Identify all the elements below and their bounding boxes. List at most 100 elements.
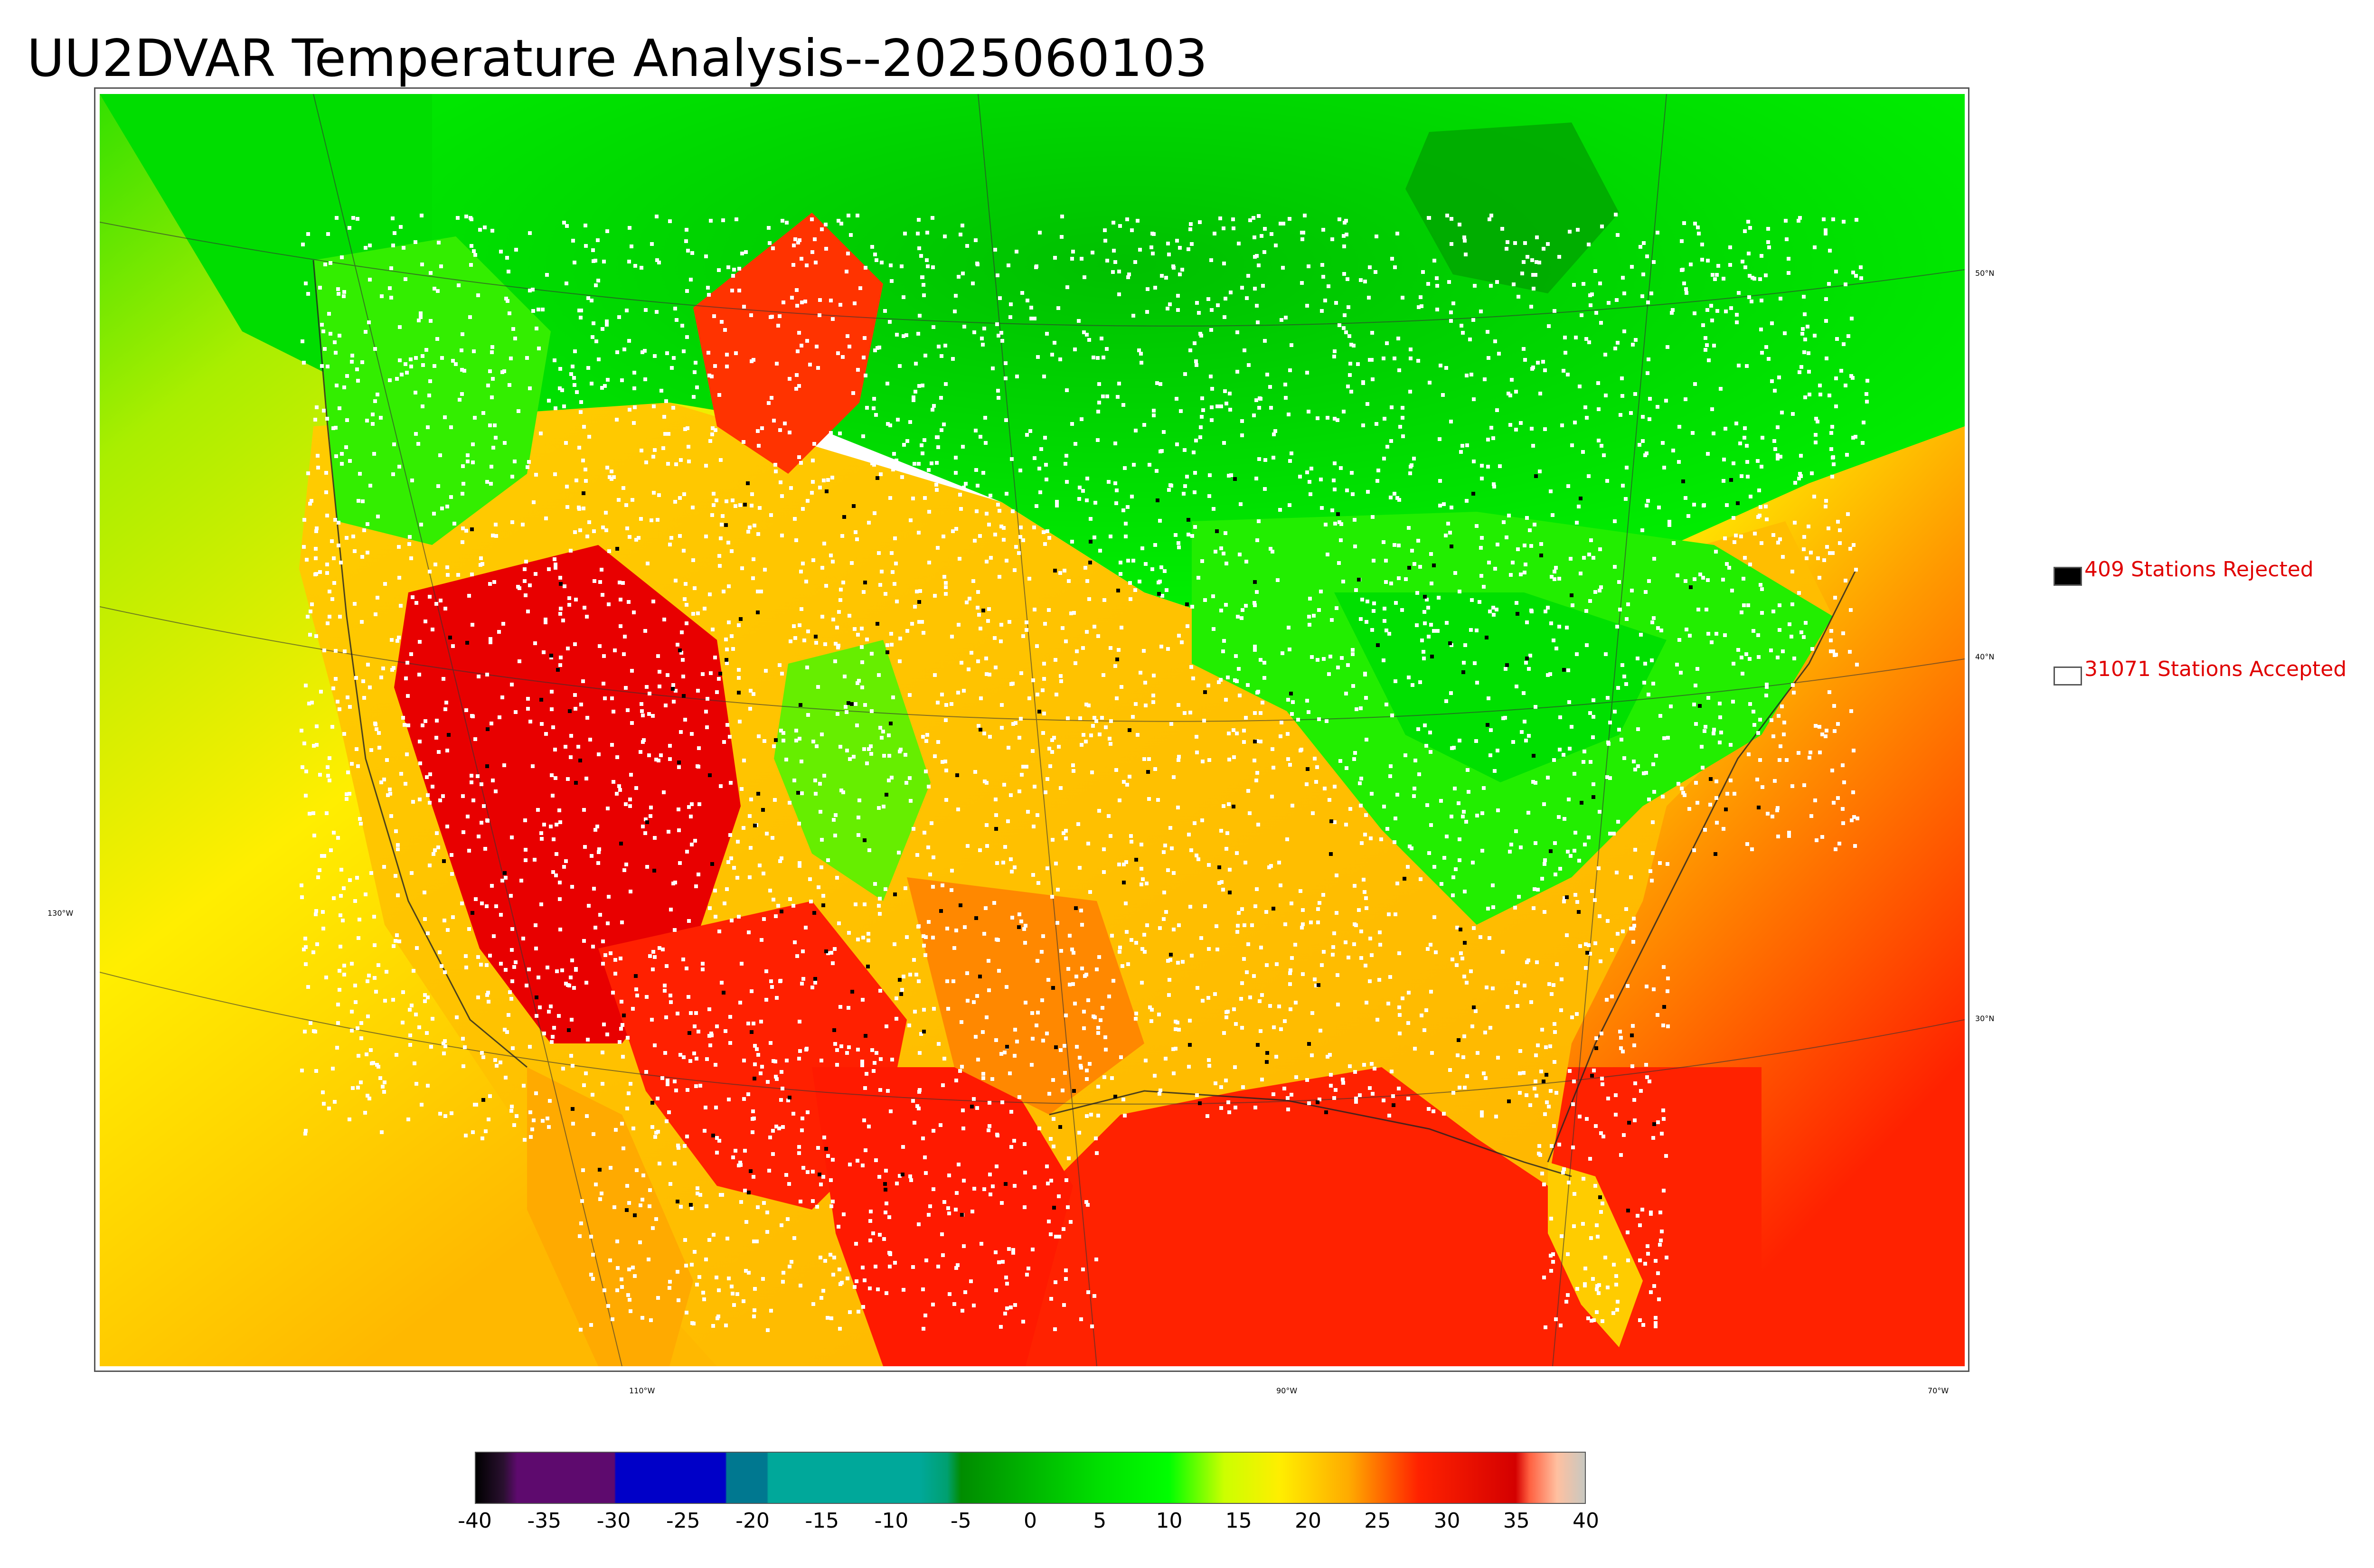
station-accepted-marker (582, 507, 585, 510)
station-rejected-marker (1357, 578, 1361, 582)
station-accepted-marker (1272, 432, 1276, 436)
station-accepted-marker (1601, 1319, 1604, 1323)
station-accepted-marker (1705, 608, 1708, 611)
station-accepted-marker (785, 1059, 789, 1062)
station-accepted-marker (793, 237, 797, 241)
station-accepted-marker (1600, 444, 1603, 448)
station-accepted-marker (423, 999, 427, 1003)
station-accepted-marker (418, 761, 422, 765)
station-accepted-marker (1045, 332, 1049, 336)
station-accepted-marker (1044, 463, 1048, 467)
station-accepted-marker (1566, 1252, 1570, 1256)
station-accepted-marker (1523, 571, 1526, 574)
station-accepted-marker (1716, 264, 1720, 268)
station-rejected-marker (1185, 602, 1189, 606)
station-accepted-marker (948, 1292, 951, 1296)
station-accepted-marker (768, 1136, 772, 1139)
station-accepted-marker (1025, 628, 1028, 632)
station-accepted-marker (388, 788, 392, 791)
station-accepted-marker (1294, 1001, 1298, 1005)
station-accepted-marker (622, 1146, 625, 1150)
station-accepted-marker (1725, 562, 1729, 566)
station-accepted-marker (1162, 917, 1166, 921)
station-accepted-marker (1554, 1317, 1558, 1321)
station-accepted-marker (567, 596, 571, 600)
station-accepted-marker (476, 955, 480, 959)
station-accepted-marker (1752, 629, 1755, 633)
station-accepted-marker (563, 584, 566, 588)
station-accepted-marker (690, 802, 694, 806)
station-accepted-marker (1290, 1093, 1293, 1097)
station-accepted-marker (944, 585, 948, 589)
station-accepted-marker (1841, 631, 1845, 635)
station-accepted-marker (1270, 795, 1274, 798)
station-accepted-marker (1591, 735, 1595, 739)
station-accepted-marker (412, 969, 415, 973)
station-accepted-marker (1260, 234, 1263, 238)
station-accepted-marker (1788, 622, 1791, 626)
station-accepted-marker (788, 431, 791, 434)
station-accepted-marker (919, 1032, 923, 1036)
station-accepted-marker (987, 523, 991, 526)
station-accepted-marker (979, 627, 982, 630)
station-accepted-marker (1052, 736, 1056, 740)
station-accepted-marker (693, 1250, 697, 1254)
station-accepted-marker (558, 367, 562, 371)
station-rejected-marker (1516, 612, 1519, 616)
station-accepted-marker (994, 1038, 998, 1042)
station-accepted-marker (1330, 618, 1334, 622)
station-accepted-marker (1798, 370, 1801, 374)
station-accepted-marker (874, 1265, 877, 1268)
station-accepted-marker (1086, 1203, 1090, 1207)
station-accepted-marker (931, 216, 934, 220)
station-accepted-marker (1586, 1316, 1590, 1320)
station-accepted-marker (598, 913, 602, 917)
station-accepted-marker (1542, 802, 1546, 806)
station-accepted-marker (1177, 755, 1181, 759)
station-accepted-marker (1088, 890, 1092, 894)
station-accepted-marker (619, 598, 622, 601)
station-accepted-marker (800, 300, 804, 304)
station-rejected-marker (788, 1096, 791, 1099)
station-accepted-marker (356, 379, 360, 383)
station-accepted-marker (1326, 416, 1329, 420)
station-accepted-marker (325, 417, 329, 421)
station-accepted-marker (961, 1127, 965, 1130)
station-accepted-marker (434, 602, 438, 606)
station-accepted-marker (1779, 744, 1782, 748)
station-accepted-marker (461, 794, 465, 798)
station-rejected-marker (863, 838, 867, 842)
station-accepted-marker (1290, 956, 1294, 960)
station-accepted-marker (667, 830, 670, 834)
station-accepted-marker (612, 475, 616, 479)
station-accepted-marker (1590, 889, 1594, 893)
station-accepted-marker (997, 334, 1000, 338)
station-accepted-marker (811, 1302, 815, 1306)
station-accepted-marker (321, 329, 325, 333)
station-accepted-marker (895, 1182, 899, 1185)
station-accepted-marker (1677, 425, 1681, 429)
station-accepted-marker (800, 257, 803, 261)
station-accepted-marker (304, 1129, 308, 1133)
station-accepted-marker (712, 492, 716, 496)
station-accepted-marker (916, 332, 920, 336)
station-accepted-marker (473, 1103, 477, 1107)
station-accepted-marker (1743, 556, 1747, 560)
station-accepted-marker (444, 701, 448, 704)
station-accepted-marker (1524, 739, 1528, 742)
station-accepted-marker (886, 1089, 890, 1093)
station-accepted-marker (1210, 405, 1214, 409)
station-accepted-marker (784, 758, 788, 761)
station-accepted-marker (428, 801, 432, 805)
station-accepted-marker (1010, 870, 1014, 873)
station-accepted-marker (800, 344, 803, 347)
station-accepted-marker (615, 418, 619, 422)
station-accepted-marker (1009, 793, 1013, 797)
station-accepted-marker (921, 384, 924, 387)
station-accepted-marker (399, 225, 403, 229)
station-accepted-marker (678, 534, 682, 538)
station-accepted-marker (1046, 1182, 1050, 1185)
station-accepted-marker (1719, 387, 1723, 391)
station-accepted-marker (1760, 587, 1764, 591)
station-accepted-marker (770, 985, 774, 989)
